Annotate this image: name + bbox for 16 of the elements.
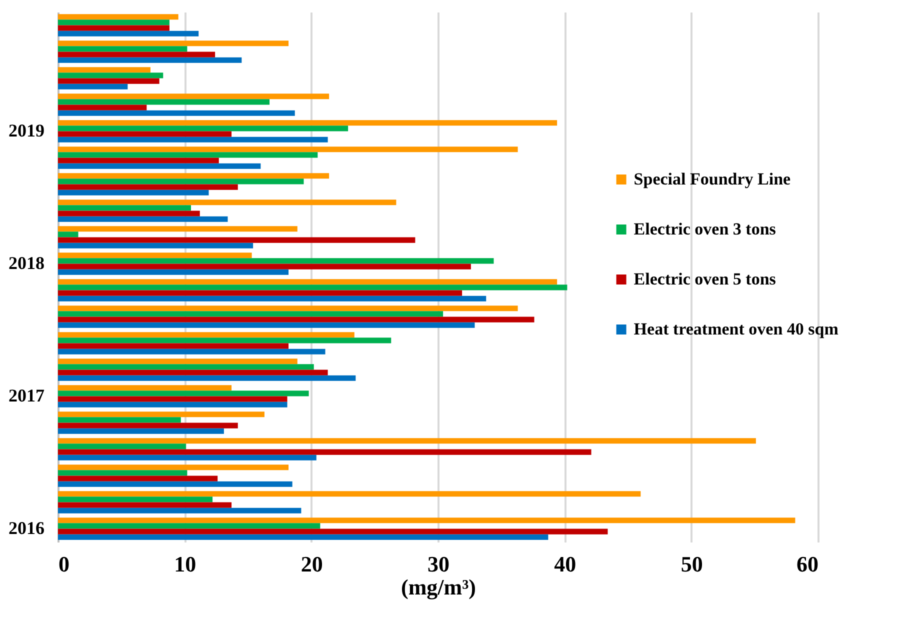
- x-axis-title: (mg/m³): [400, 574, 476, 600]
- x-tick-label: 40: [554, 552, 576, 576]
- x-tick-label: 10: [174, 552, 196, 576]
- legend-label: Electric oven 3 tons: [634, 220, 776, 238]
- y-tick-label: 2016: [8, 518, 44, 538]
- x-tick-label: 50: [680, 552, 703, 576]
- y-tick-label: 2018: [8, 252, 44, 273]
- y-tick-label: 2017: [8, 385, 44, 406]
- x-tick-label: 60: [796, 552, 818, 576]
- x-tick-label: 20: [300, 552, 323, 576]
- x-tick-label: 30: [428, 552, 450, 576]
- y-tick-label: 2019: [8, 120, 44, 140]
- legend-label: Electric oven 5 tons: [634, 270, 776, 288]
- legend-label: Heat treatment oven 40 sqm: [634, 320, 838, 338]
- legend-label: Special Foundry Line: [634, 170, 792, 188]
- x-tick-label: 0: [58, 552, 70, 576]
